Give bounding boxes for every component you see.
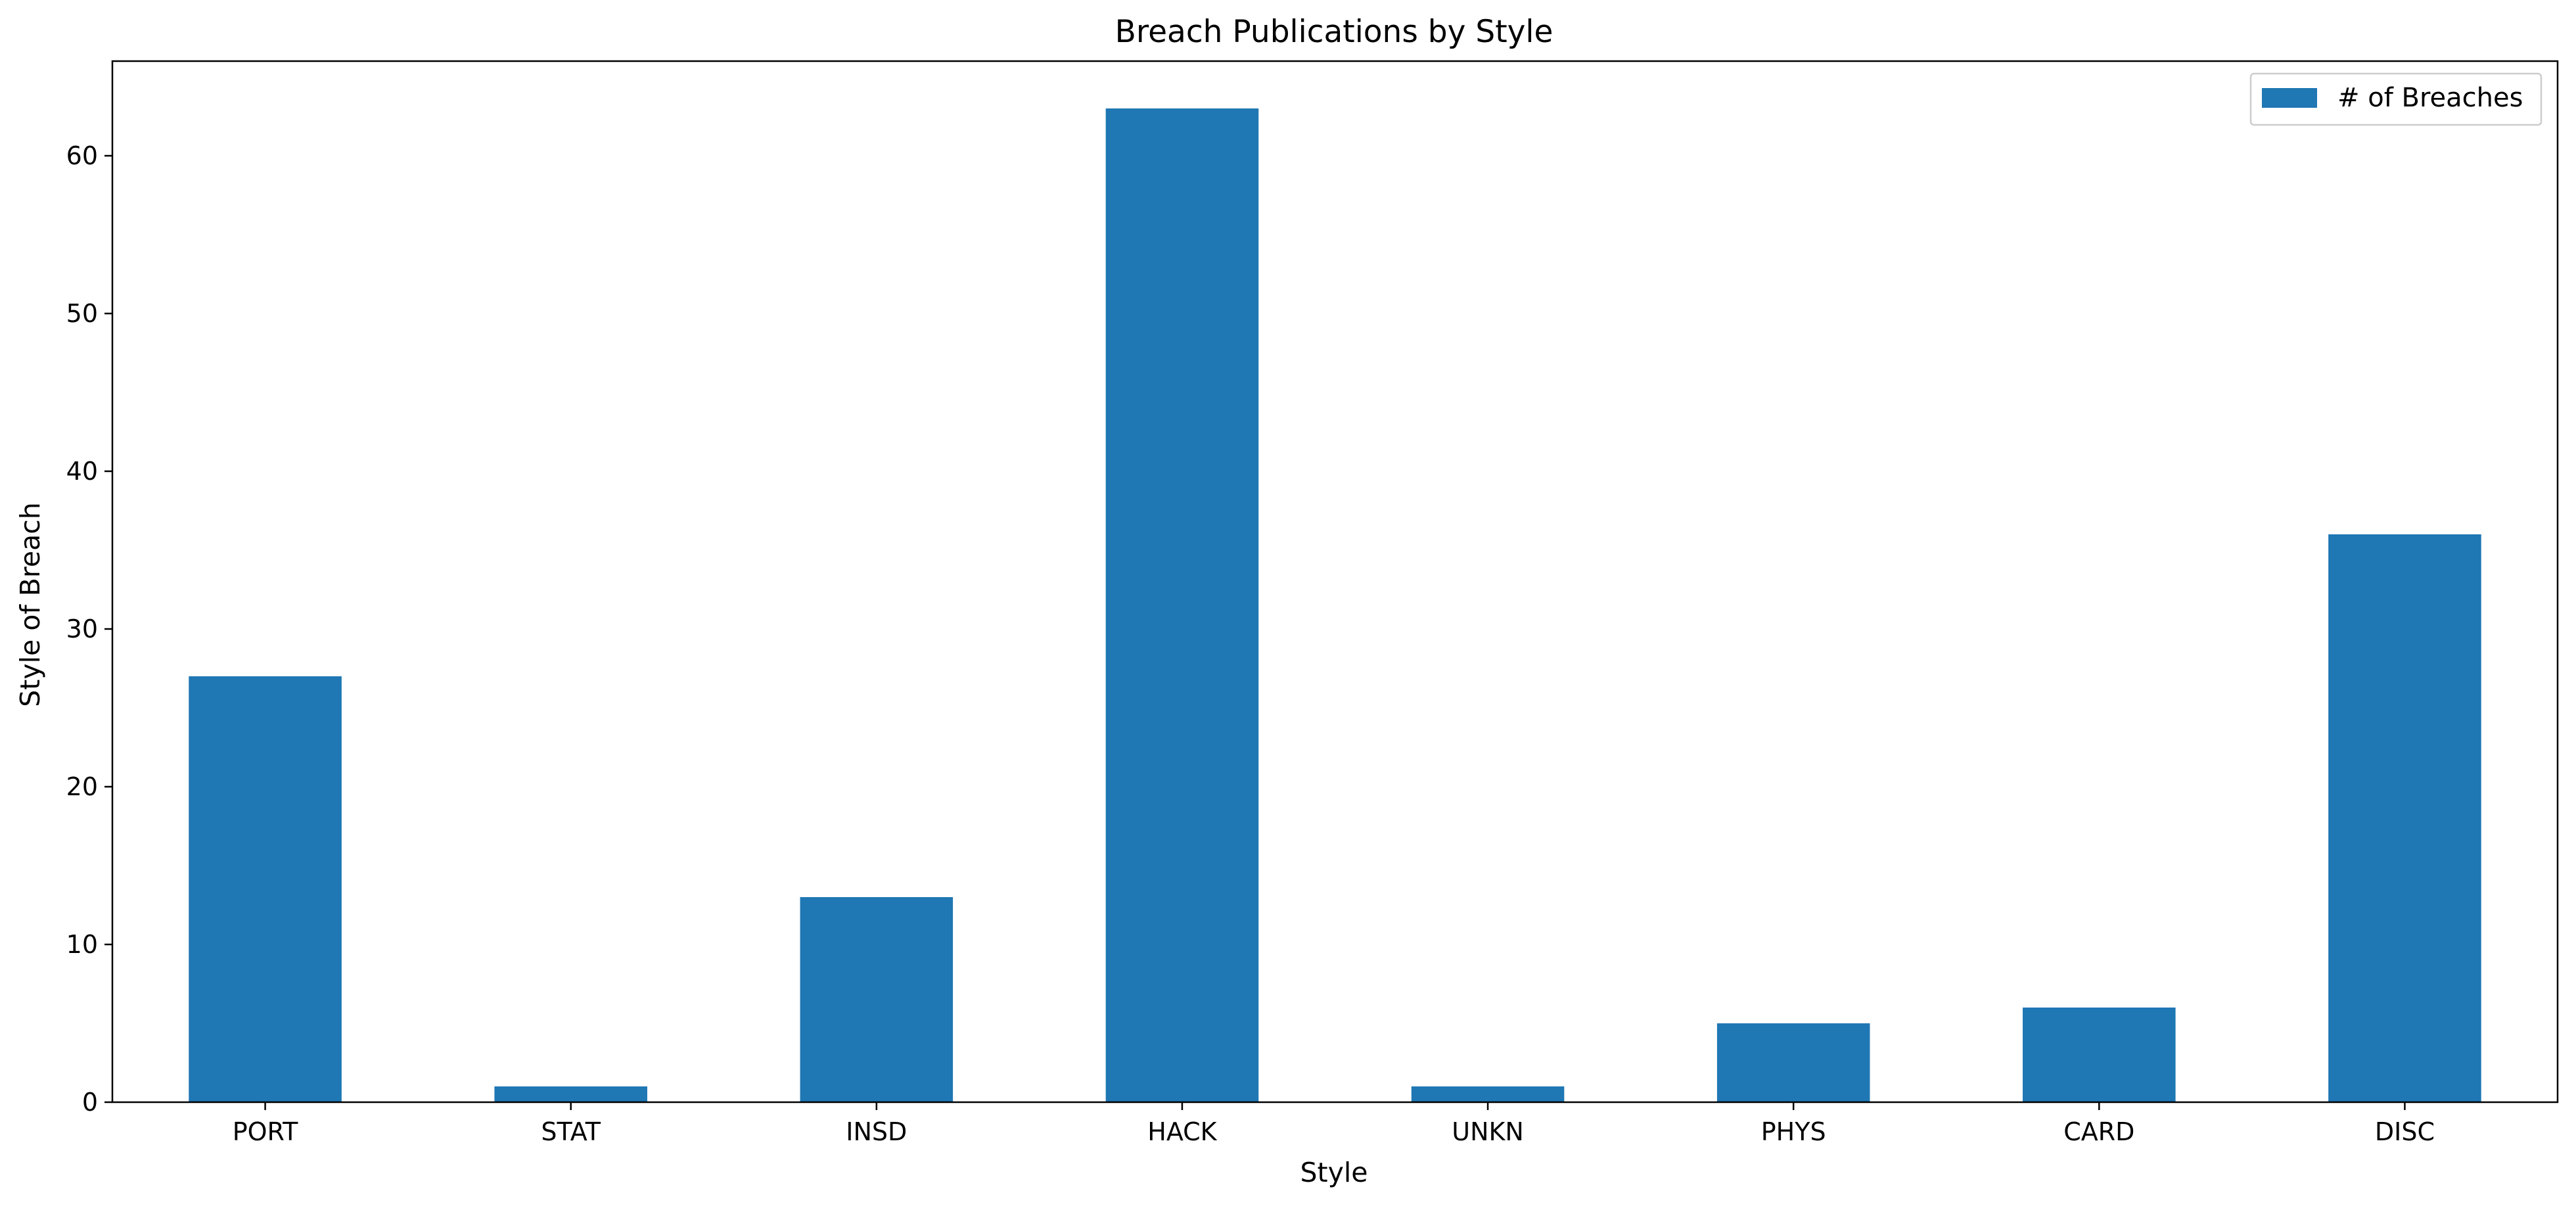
x-tick-label: PHYS <box>1761 1117 1826 1146</box>
x-tick-label: STAT <box>541 1117 601 1146</box>
bar-disc <box>2328 534 2481 1102</box>
legend-box <box>2249 72 2542 126</box>
y-axis: 0 10 20 30 40 50 60 <box>66 141 112 1117</box>
x-tick-label: CARD <box>2063 1117 2134 1146</box>
y-tick-label: 10 <box>66 930 98 959</box>
x-tick-label: UNKN <box>1452 1117 1524 1146</box>
x-axis: PORT STAT INSD HACK UNKN PHYS CARD DISC <box>233 1102 2435 1146</box>
x-tick-label: INSD <box>846 1117 907 1146</box>
bars-layer <box>189 108 2481 1102</box>
y-tick-label: 0 <box>82 1088 98 1117</box>
bar-card <box>2023 1008 2176 1102</box>
bar-phys <box>1716 1023 1870 1102</box>
y-tick-label: 20 <box>66 772 98 801</box>
x-tick-label: DISC <box>2375 1117 2435 1146</box>
bar-insd <box>800 897 954 1102</box>
bar-unkn <box>1411 1086 1565 1102</box>
legend-label: # of Breaches <box>2337 83 2523 113</box>
x-tick-label: PORT <box>233 1117 298 1146</box>
chart-title: Breach Publications by Style <box>1115 14 1553 50</box>
y-tick-label: 50 <box>66 299 98 328</box>
legend-swatch <box>2262 88 2317 108</box>
plot-frame <box>111 60 2559 1103</box>
legend: # of Breaches <box>2249 72 2542 126</box>
y-axis-label: Style of Breach <box>14 502 46 707</box>
y-tick-label: 40 <box>66 457 98 486</box>
y-tick-label: 30 <box>66 615 98 643</box>
x-axis-label: Style <box>1300 1157 1368 1188</box>
x-tick-label: HACK <box>1147 1117 1217 1146</box>
bar-port <box>189 676 342 1102</box>
bar-hack <box>1105 108 1259 1102</box>
bar-stat <box>494 1086 647 1102</box>
y-tick-label: 60 <box>66 141 98 170</box>
